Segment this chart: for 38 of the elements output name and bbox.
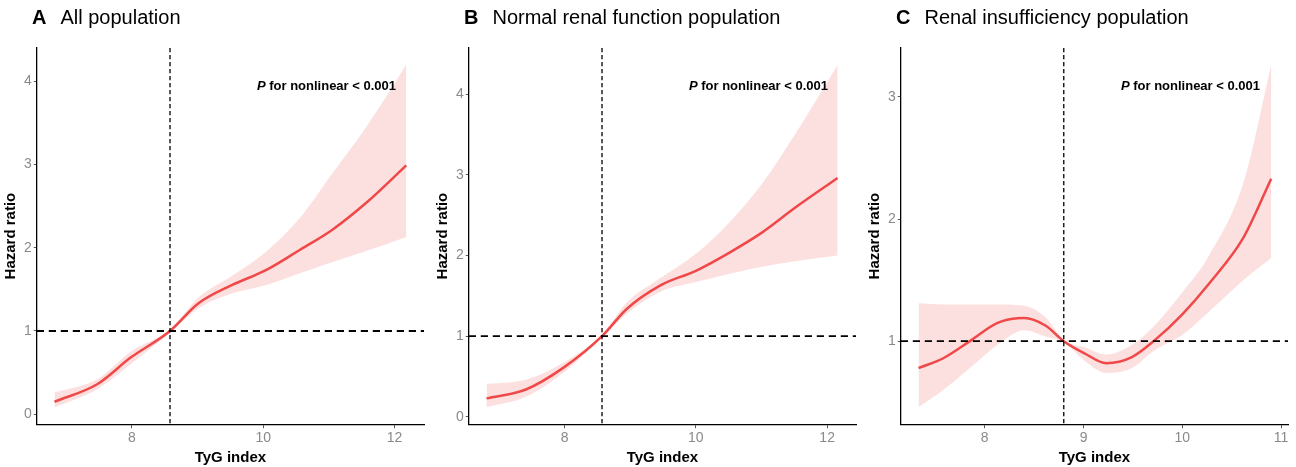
y-tick-label: 2 [455,246,464,263]
annotation: P for nonlinear < 0.001 [1120,77,1260,93]
y-tick-label: 1 [23,321,32,338]
line-series [917,177,1273,370]
y-tick-label: 0 [455,407,464,424]
chart-title: A All population [32,5,181,28]
x-tick-label: 8 [128,429,137,446]
y-tick-label: 1 [455,327,464,344]
y-tick-label: 2 [23,238,32,255]
y-tick-label: 1 [887,332,896,348]
y-tick-label: 2 [887,209,896,226]
x-axis-title: TyG index [626,448,699,466]
y-tick-label: 0 [23,405,32,422]
x-tick-label: 9 [1079,429,1088,446]
x-tick-label: 10 [1174,429,1191,446]
y-tick-label: 4 [23,72,32,89]
y-tick-label: 3 [23,155,32,172]
x-tick-label: 8 [560,429,569,446]
y-tick-label: 3 [887,87,896,104]
y-axis-title: Hazard ratio [1,192,19,280]
line-series [485,176,839,400]
chart-title: B Normal renal function population [464,5,781,28]
x-tick-label: 10 [255,429,272,446]
x-axis-title: TyG index [1058,448,1131,466]
y-axis-title: Hazard ratio [865,192,883,280]
x-tick-label: 8 [980,429,989,446]
x-tick-label: 12 [386,429,403,446]
y-axis-title: Hazard ratio [433,192,451,280]
x-axis-title: TyG index [194,448,267,466]
annotation: P for nonlinear < 0.001 [256,77,396,93]
y-tick-label: 4 [455,84,464,101]
annotation: P for nonlinear < 0.001 [688,77,828,93]
chart-title: C Renal insufficiency population [896,5,1189,28]
y-tick-label: 3 [455,165,464,182]
x-tick-label: 10 [688,429,704,446]
x-tick-label: 12 [819,429,836,446]
x-tick-label: 11 [1273,429,1289,446]
line-series [53,164,408,403]
